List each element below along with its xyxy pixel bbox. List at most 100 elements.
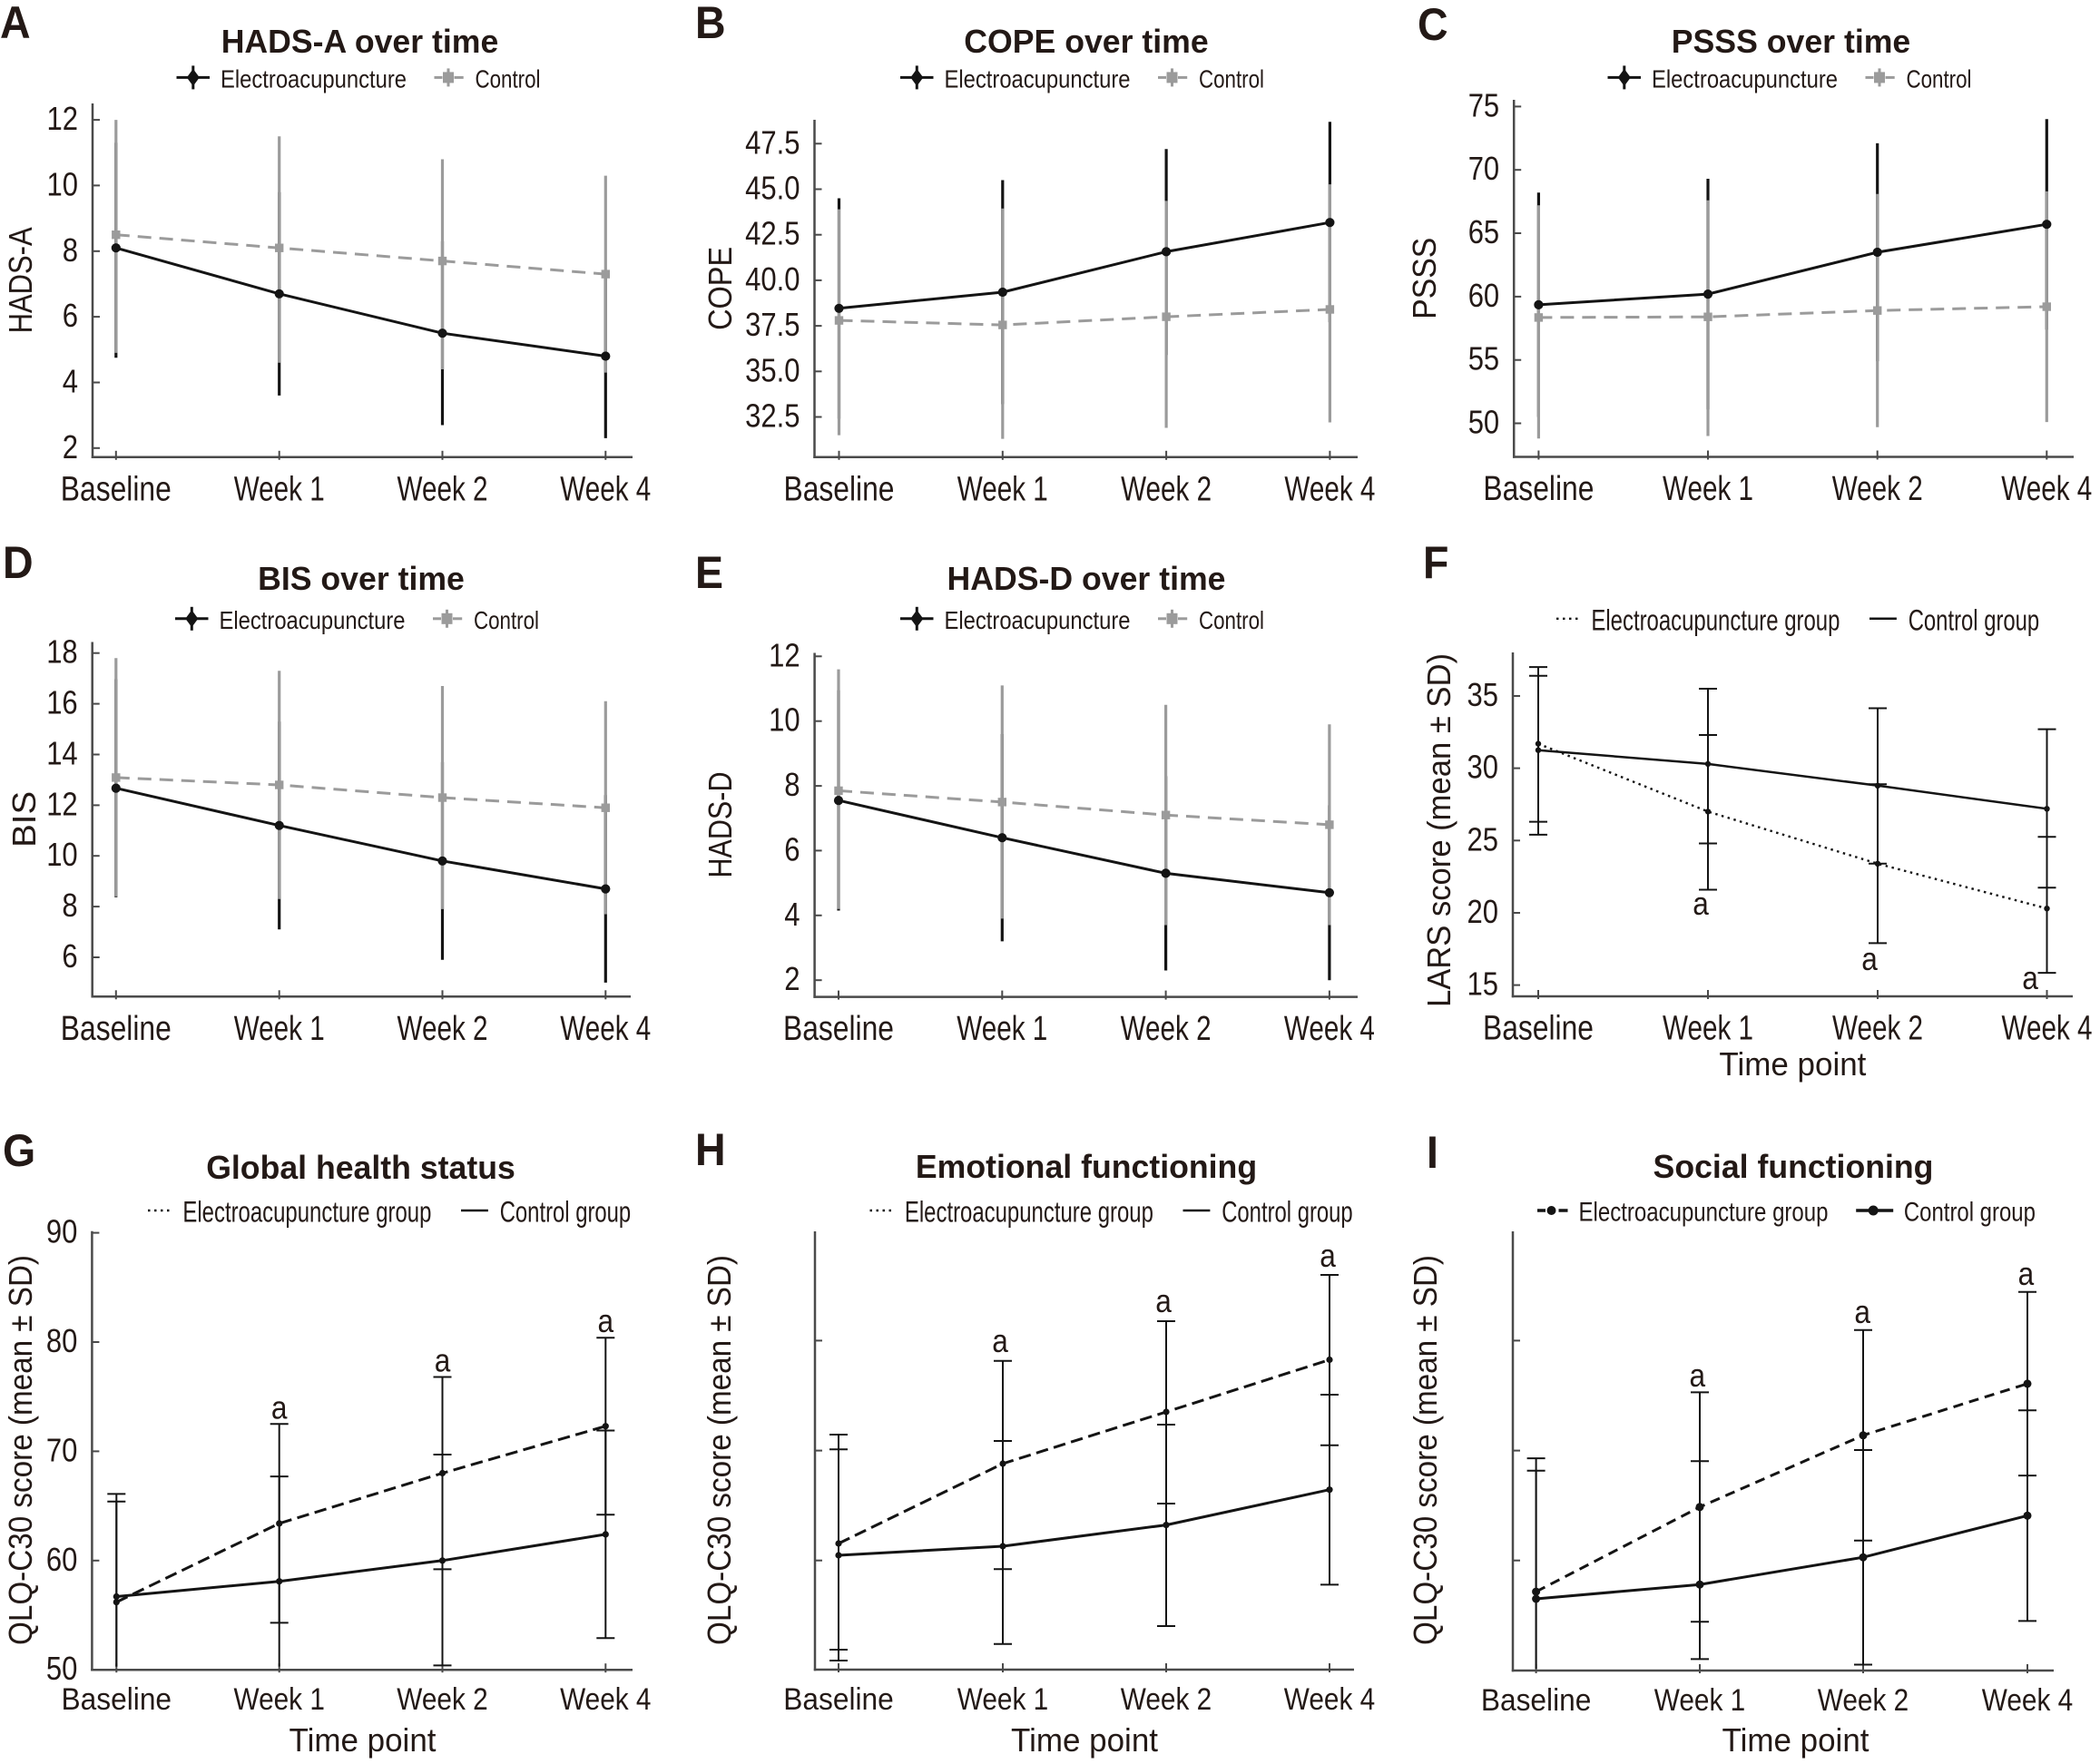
svg-text:Control group: Control group (1909, 603, 2040, 636)
svg-text:Week 2: Week 2 (1121, 1010, 1212, 1048)
svg-text:Baseline: Baseline (61, 470, 172, 508)
svg-text:Week 1: Week 1 (234, 470, 325, 508)
svg-text:Week 2: Week 2 (397, 470, 488, 508)
svg-text:12: 12 (47, 100, 79, 137)
svg-text:Baseline: Baseline (62, 1682, 172, 1717)
svg-text:60: 60 (1468, 277, 1500, 314)
svg-text:Time point: Time point (289, 1721, 437, 1759)
svg-text:35: 35 (1467, 676, 1499, 713)
svg-text:20: 20 (1467, 893, 1499, 930)
svg-text:90: 90 (46, 1213, 78, 1250)
svg-text:Social functioning: Social functioning (1654, 1148, 1934, 1185)
svg-text:BIS over time: BIS over time (258, 560, 465, 597)
svg-text:12: 12 (46, 785, 78, 822)
svg-text:32.5: 32.5 (745, 397, 800, 435)
svg-text:Week 4: Week 4 (1284, 1010, 1375, 1048)
svg-text:G: G (3, 1125, 35, 1176)
svg-text:Control group: Control group (1222, 1196, 1353, 1229)
svg-text:BIS: BIS (5, 791, 43, 848)
svg-text:2: 2 (63, 428, 78, 466)
svg-text:47.5: 47.5 (745, 123, 800, 161)
svg-text:a: a (598, 1302, 614, 1339)
svg-text:Electroacupuncture: Electroacupuncture (220, 606, 406, 634)
svg-text:Baseline: Baseline (1481, 1683, 1592, 1718)
svg-text:Electroacupuncture group: Electroacupuncture group (1579, 1198, 1829, 1228)
svg-text:Baseline: Baseline (1483, 470, 1594, 508)
svg-text:55: 55 (1468, 340, 1500, 377)
svg-text:35.0: 35.0 (745, 351, 800, 388)
svg-text:a: a (1155, 1282, 1172, 1319)
svg-text:40.0: 40.0 (745, 260, 800, 298)
svg-text:70: 70 (1468, 150, 1500, 187)
svg-text:37.5: 37.5 (745, 306, 800, 343)
svg-text:Week 2: Week 2 (1832, 470, 1923, 508)
svg-text:HADS-D over time: HADS-D over time (947, 560, 1226, 597)
svg-text:16: 16 (46, 684, 78, 721)
svg-text:a: a (1690, 1357, 1706, 1394)
svg-text:I: I (1427, 1127, 1438, 1178)
svg-text:QLQ-C30 score (mean ± SD): QLQ-C30 score (mean ± SD) (2, 1255, 39, 1645)
svg-text:E: E (695, 547, 723, 598)
svg-text:Time point: Time point (1011, 1721, 1158, 1759)
svg-text:Control: Control (1199, 606, 1264, 634)
svg-text:4: 4 (63, 363, 78, 400)
svg-text:Baseline: Baseline (784, 470, 895, 508)
svg-text:Week 1: Week 1 (957, 1010, 1047, 1048)
svg-text:65: 65 (1468, 213, 1500, 250)
svg-text:42.5: 42.5 (745, 215, 800, 252)
svg-text:8: 8 (63, 231, 78, 269)
svg-text:a: a (992, 1322, 1008, 1359)
svg-text:Week 2: Week 2 (397, 1010, 488, 1048)
svg-text:COPE: COPE (702, 247, 739, 330)
svg-text:2: 2 (784, 960, 800, 997)
svg-text:Time point: Time point (1722, 1721, 1869, 1759)
svg-text:Electroacupuncture: Electroacupuncture (945, 65, 1131, 93)
svg-text:Week 1: Week 1 (957, 1682, 1048, 1717)
svg-text:Week 2: Week 2 (397, 1682, 487, 1717)
svg-text:Control group: Control group (500, 1196, 632, 1229)
svg-text:Week 1: Week 1 (1663, 1010, 1753, 1048)
svg-text:80: 80 (46, 1322, 78, 1359)
svg-text:Week 1: Week 1 (957, 470, 1048, 508)
svg-text:Electroacupuncture group: Electroacupuncture group (1591, 603, 1840, 636)
svg-text:QLQ-C30 score (mean ± SD): QLQ-C30 score (mean ± SD) (1407, 1255, 1444, 1645)
svg-text:Control group: Control group (1904, 1198, 2036, 1228)
svg-text:50: 50 (1468, 404, 1500, 441)
svg-text:4: 4 (784, 896, 800, 933)
svg-text:COPE over time: COPE over time (964, 23, 1208, 60)
svg-text:Electroacupuncture: Electroacupuncture (221, 65, 407, 93)
svg-text:45.0: 45.0 (745, 170, 800, 207)
svg-text:A: A (0, 0, 31, 48)
svg-text:Week 1: Week 1 (1654, 1683, 1745, 1718)
svg-text:50: 50 (46, 1650, 78, 1687)
svg-text:Global health status: Global health status (206, 1149, 515, 1186)
svg-text:B: B (695, 0, 726, 48)
svg-text:25: 25 (1467, 820, 1499, 858)
svg-text:Control: Control (474, 606, 539, 634)
svg-text:HADS-A: HADS-A (2, 227, 39, 333)
svg-text:Week 4: Week 4 (560, 1682, 651, 1717)
svg-text:QLQ-C30 score (mean ± SD): QLQ-C30 score (mean ± SD) (701, 1255, 738, 1645)
svg-text:Baseline: Baseline (783, 1682, 894, 1717)
svg-text:F: F (1423, 537, 1448, 588)
svg-text:Electroacupuncture group: Electroacupuncture group (182, 1196, 431, 1229)
svg-text:12: 12 (769, 636, 800, 673)
svg-text:14: 14 (46, 735, 78, 772)
svg-text:HADS-D: HADS-D (702, 772, 739, 878)
svg-text:10: 10 (47, 165, 79, 202)
svg-text:a: a (2018, 1255, 2035, 1292)
svg-text:10: 10 (46, 836, 78, 873)
svg-text:15: 15 (1467, 965, 1499, 1003)
svg-text:70: 70 (46, 1431, 78, 1468)
svg-text:8: 8 (62, 887, 77, 924)
svg-text:Control: Control (1907, 65, 1972, 93)
svg-text:C: C (1418, 0, 1448, 50)
svg-text:6: 6 (784, 830, 800, 867)
svg-text:D: D (3, 537, 34, 588)
svg-text:PSSS: PSSS (1406, 238, 1443, 319)
svg-text:60: 60 (46, 1541, 78, 1578)
svg-text:Week 2: Week 2 (1121, 470, 1212, 508)
svg-text:LARS score (mean ± SD): LARS score (mean ± SD) (1420, 653, 1457, 1007)
svg-text:PSSS over time: PSSS over time (1672, 23, 1911, 60)
svg-text:18: 18 (46, 633, 78, 671)
